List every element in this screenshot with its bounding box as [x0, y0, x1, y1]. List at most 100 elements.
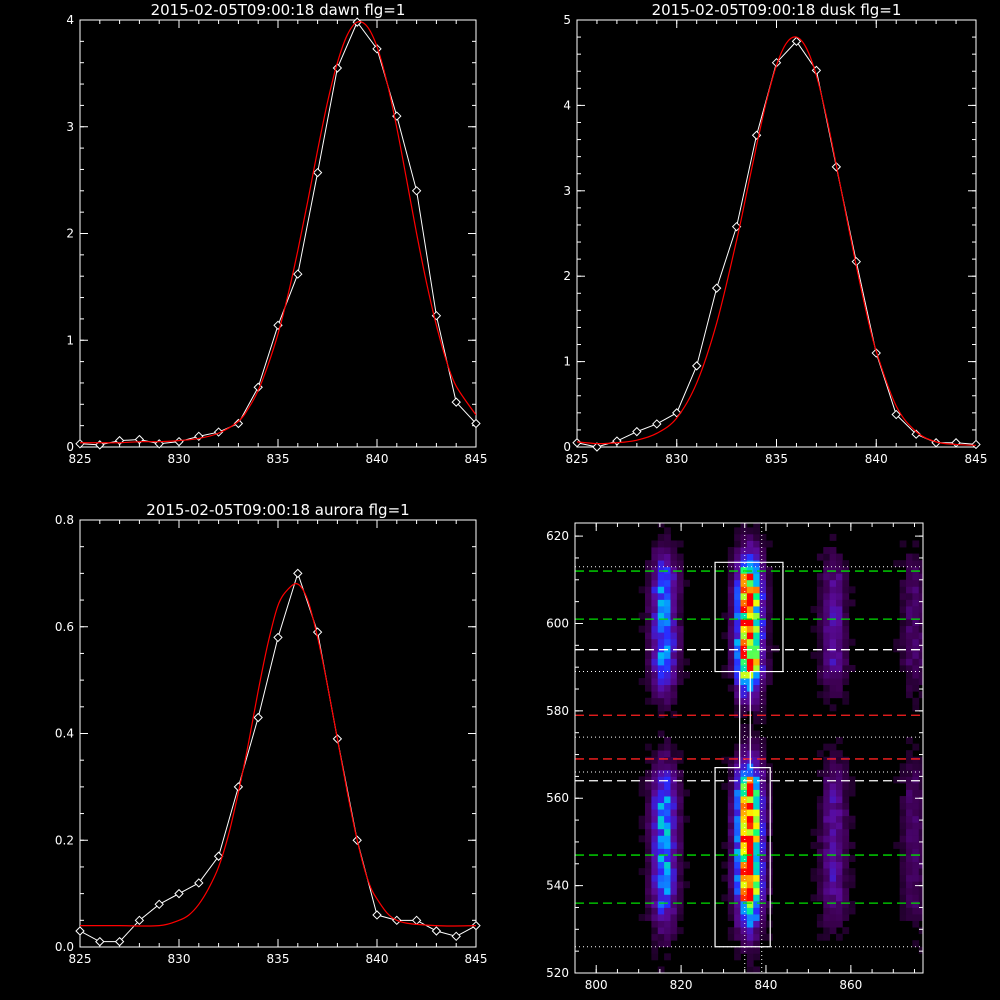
heatmap-cell: [676, 619, 684, 627]
heatmap-cell: [829, 815, 837, 823]
heatmap-cell: [842, 809, 850, 817]
heatmap-cell: [899, 579, 907, 587]
heatmap-cell: [899, 651, 907, 659]
heatmap-cell: [676, 671, 684, 679]
heatmap-cell: [765, 861, 773, 869]
heatmap-cell: [759, 933, 767, 941]
heatmap-cell: [670, 756, 678, 764]
heatmap-cell: [657, 887, 665, 895]
heatmap-cell: [810, 606, 818, 613]
heatmap-cell: [734, 645, 741, 653]
heatmap-cell: [657, 881, 665, 889]
heatmap-cell: [727, 933, 735, 941]
heatmap-cell: [912, 619, 920, 627]
heatmap-cell: [734, 586, 741, 594]
heatmap-cell: [740, 671, 748, 679]
heatmap-cell: [823, 658, 831, 666]
heatmap-cell: [899, 848, 907, 856]
heatmap-cell: [670, 625, 678, 633]
heatmap-cell: [842, 789, 850, 797]
heatmap-cell: [759, 704, 767, 712]
heatmap-cell: [734, 769, 741, 777]
heatmap-cell: [842, 632, 850, 640]
heatmap-cell: [759, 809, 767, 817]
heatmap-cell: [829, 848, 837, 856]
heatmap-cell: [765, 651, 773, 659]
heatmap-cell: [670, 540, 678, 548]
heatmap-cell: [816, 894, 824, 902]
heatmap-cell: [651, 606, 659, 613]
heatmap-cell: [836, 658, 843, 666]
heatmap-cell: [657, 612, 665, 620]
heatmap-cell: [734, 776, 741, 784]
heatmap-cell: [727, 553, 735, 561]
heatmap-cell: [727, 855, 735, 862]
heatmap-cell: [759, 592, 767, 600]
heatmap-cell: [651, 658, 659, 666]
heatmap-cell: [651, 907, 659, 915]
heatmap-cell: [912, 920, 920, 928]
heatmap-cell: [657, 697, 665, 705]
heatmap-cell: [753, 691, 761, 699]
heatmap-cell: [734, 599, 741, 607]
heatmap-cell: [645, 881, 652, 889]
data-point: [971, 439, 981, 450]
heatmap-cell: [810, 841, 818, 849]
data-point: [451, 931, 461, 942]
y-tick-label: 0.6: [55, 620, 74, 634]
heatmap-cell: [657, 940, 665, 948]
heatmap-cell: [740, 848, 748, 856]
heatmap-cell: [836, 789, 843, 797]
heatmap-cell: [734, 566, 741, 574]
heatmap-cell: [734, 625, 741, 633]
heatmap-cell: [740, 664, 748, 672]
heatmap-cell: [836, 737, 843, 745]
heatmap-cell: [746, 606, 754, 613]
heatmap-cell: [657, 828, 665, 836]
heatmap-cell: [740, 776, 748, 784]
y-tick-label: 2: [563, 269, 571, 283]
heatmap-cell: [842, 782, 850, 790]
heatmap-cell: [918, 894, 923, 902]
heatmap-cell: [676, 658, 684, 666]
heatmap-cell: [899, 763, 907, 771]
heatmap-cell: [734, 606, 741, 613]
heatmap-cell: [753, 547, 761, 554]
heatmap-cell: [740, 553, 748, 561]
heatmap-cell: [816, 691, 824, 699]
heatmap-cell: [657, 553, 665, 561]
heatmap-cell: [836, 599, 843, 607]
heatmap-cell: [906, 815, 913, 823]
heatmap-cell: [912, 592, 920, 600]
data-point: [911, 429, 921, 439]
heatmap-cell: [746, 527, 754, 535]
data-point: [134, 915, 145, 926]
heatmap-cell: [740, 796, 748, 804]
observed-line: [80, 571, 476, 943]
heatmap-cell: [727, 907, 735, 915]
heatmap-cell: [638, 625, 646, 633]
heatmap-cell: [823, 586, 831, 594]
heatmap-cell: [651, 828, 659, 836]
heatmap-cell: [765, 868, 773, 876]
heatmap-cell: [829, 592, 837, 600]
heatmap-cell: [836, 553, 843, 561]
heatmap-cell: [645, 855, 652, 862]
heatmap-cell: [657, 769, 665, 777]
heatmap-cell: [753, 769, 761, 777]
heatmap-cell: [664, 619, 671, 627]
heatmap-cell: [651, 953, 659, 961]
heatmap-cell: [906, 553, 913, 561]
heatmap-cell: [746, 927, 754, 935]
heatmap-cell: [645, 645, 652, 653]
heatmap-cell: [676, 566, 684, 574]
heatmap-cell: [657, 625, 665, 633]
heatmap-cell: [657, 710, 665, 718]
heatmap-cell: [746, 920, 754, 928]
data-point: [293, 568, 303, 579]
heatmap-cell: [676, 632, 684, 640]
dusk-panel: 825 830 835 840 845 0 1 2 3 4 5 2015-02-05T09:00:18…: [563, 1, 987, 466]
heatmap-cell: [906, 625, 913, 633]
heatmap-cell: [899, 638, 907, 646]
heatmap-cell: [740, 874, 748, 882]
